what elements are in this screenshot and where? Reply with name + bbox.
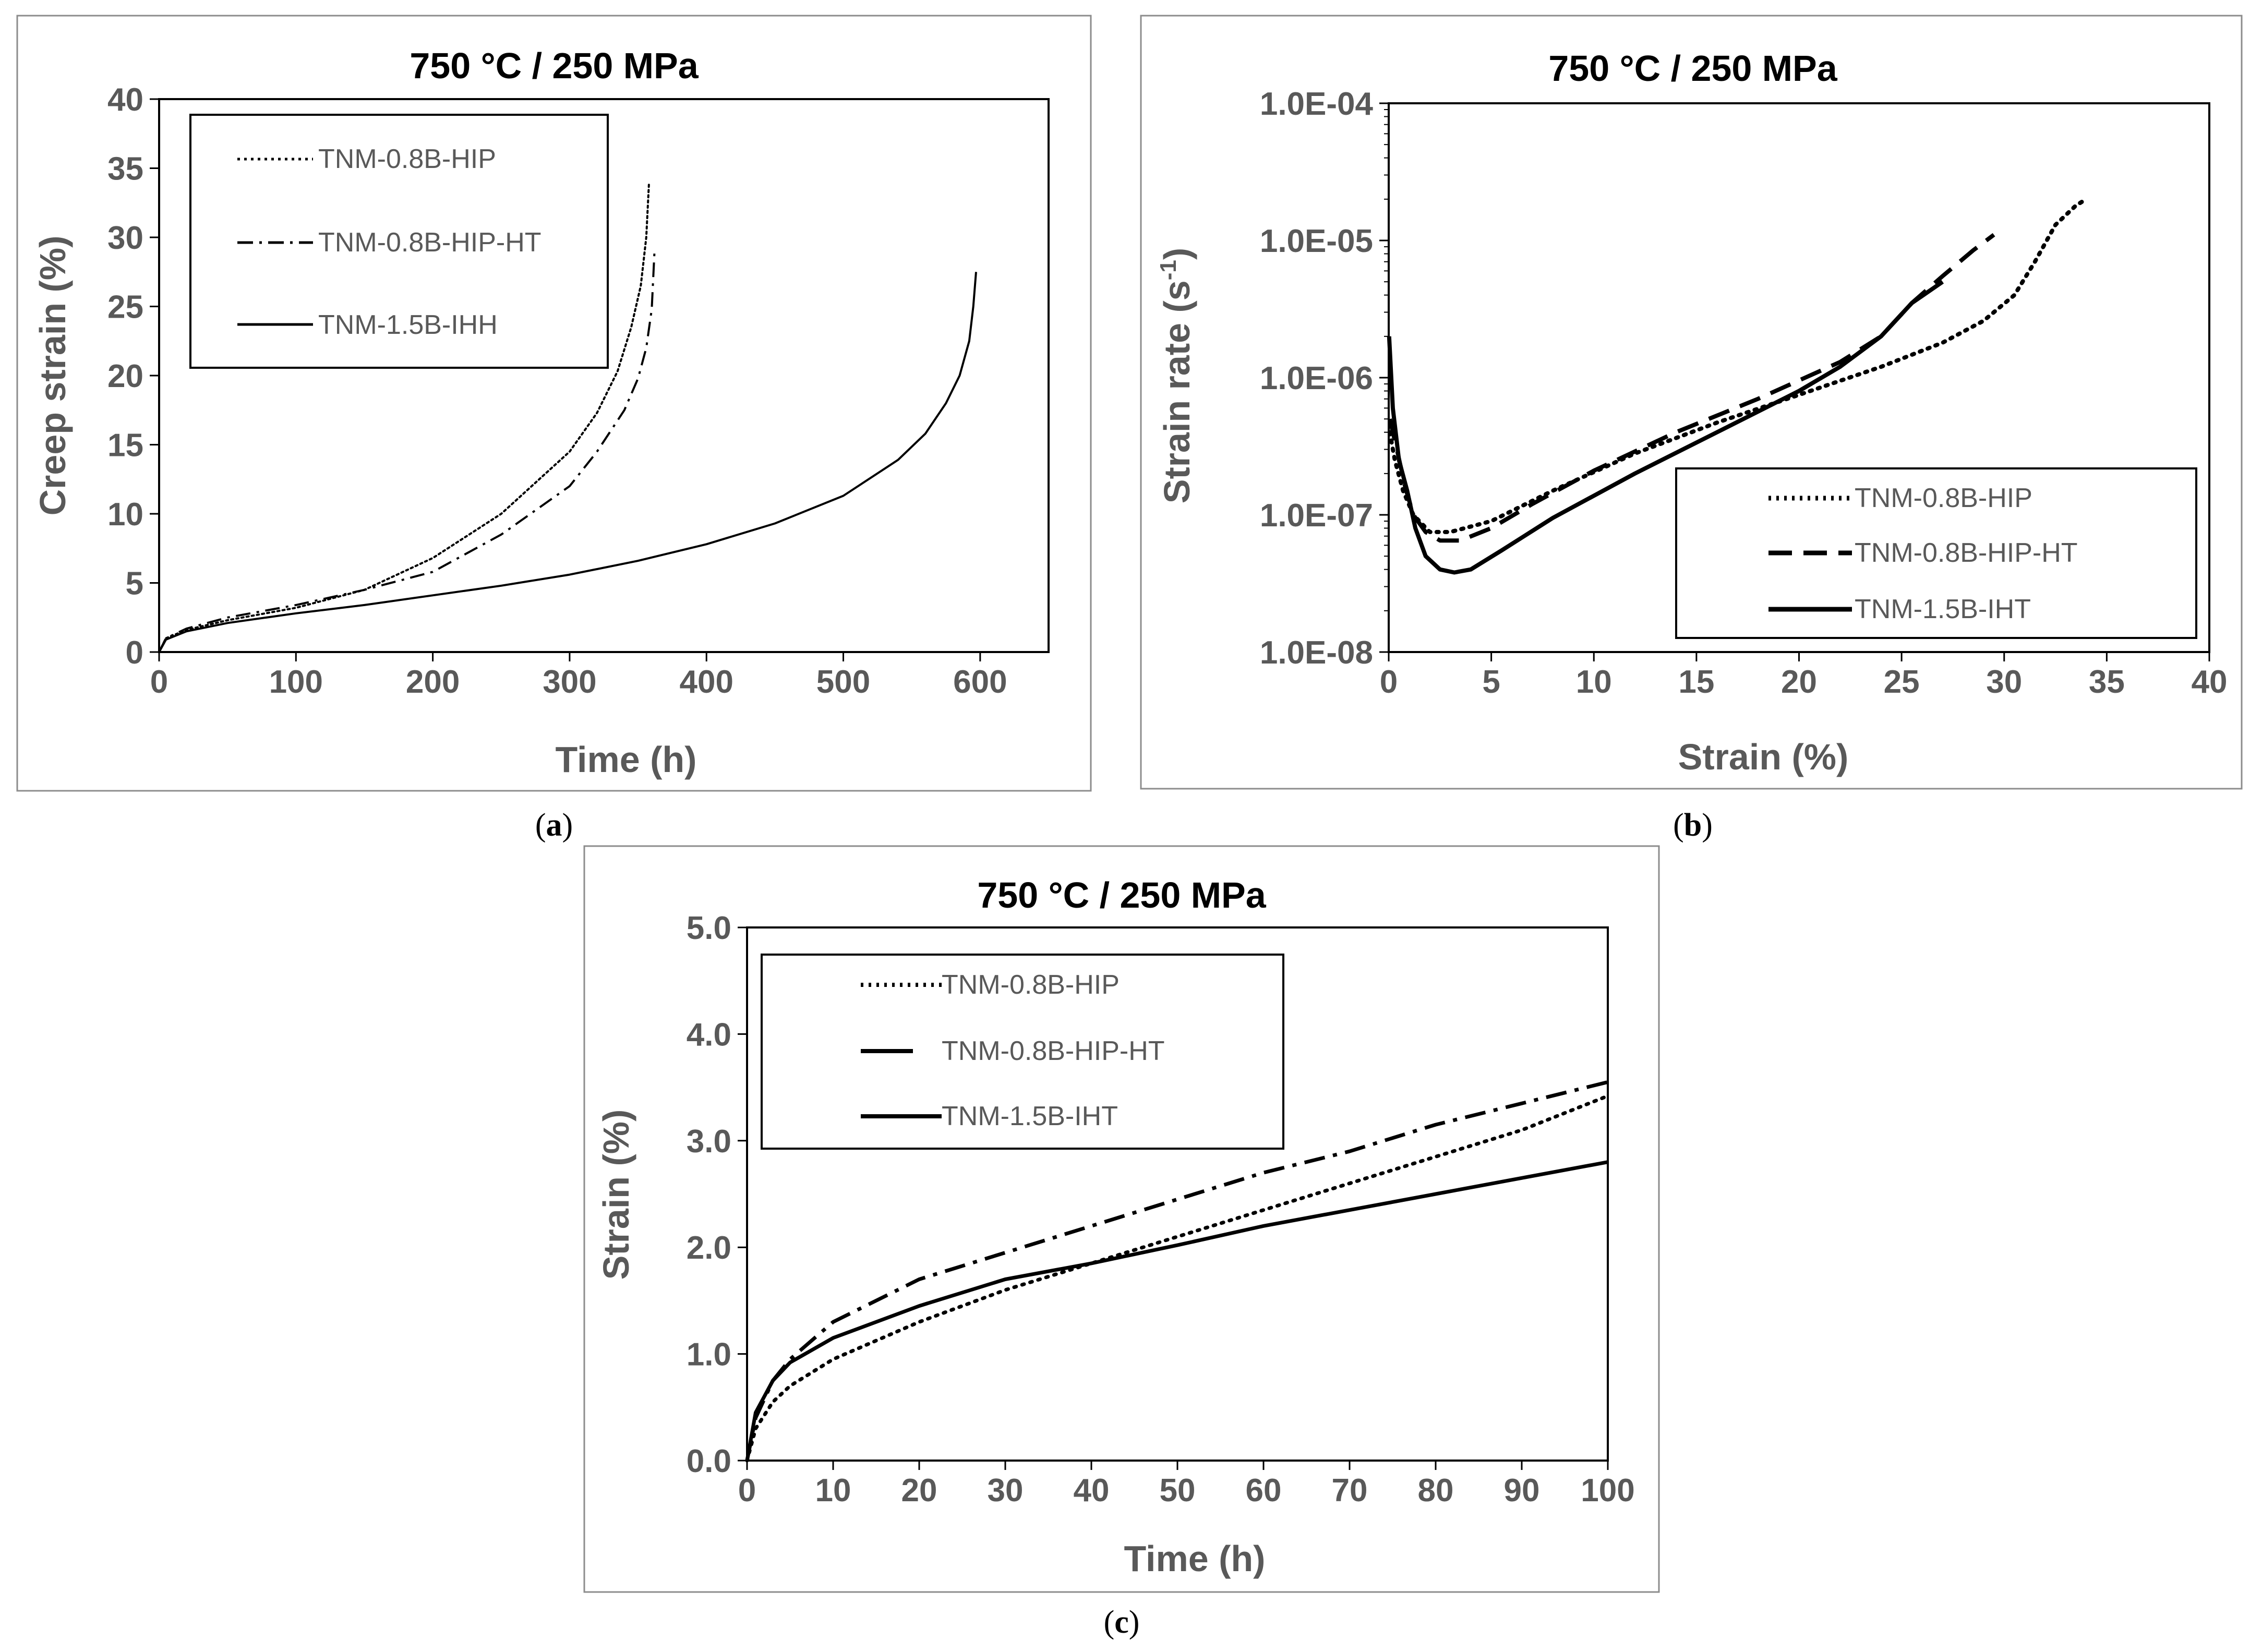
x-tick-label: 0: [738, 1473, 756, 1509]
y-tick-label: 25: [107, 290, 143, 325]
panel-c-x-axis-label: Time (h): [1124, 1538, 1266, 1579]
x-tick-label: 15: [1678, 664, 1714, 700]
x-tick-label: 30: [988, 1473, 1024, 1509]
x-tick-label: 500: [816, 664, 870, 700]
x-tick-label: 70: [1332, 1473, 1368, 1509]
legend-c-label-2: TNM-0.8B-HIP-HT: [942, 1036, 1165, 1066]
panel-c-legend: TNM-0.8B-HIP TNM-0.8B-HIP-HT TNM-1.5B-IH…: [761, 954, 1284, 1150]
x-tick-label: 100: [1581, 1473, 1634, 1509]
legend-c-label-1: TNM-0.8B-HIP: [942, 970, 1120, 1000]
x-tick-label: 200: [406, 664, 460, 700]
legend-c-label-3: TNM-1.5B-IHT: [942, 1101, 1118, 1131]
panel-c-title: 750 °C / 250 MPa: [977, 875, 1266, 915]
x-tick-label: 400: [680, 664, 733, 700]
y-tick-label: 35: [107, 151, 143, 187]
y-tick-label: 5.0: [687, 910, 731, 946]
legend-a-label-2: TNM-0.8B-HIP-HT: [318, 227, 542, 258]
panel-b-caption: (b): [1673, 807, 1713, 843]
panel-b-y-axis-label-sup: -1: [1156, 260, 1181, 280]
legend-b-label-1: TNM-0.8B-HIP: [1855, 483, 2032, 513]
x-tick-label: 60: [1246, 1473, 1282, 1509]
panel-b-y-axis-label-end: ): [1157, 248, 1197, 260]
panel-c-caption-letter: c: [1114, 1605, 1129, 1640]
panel-b: 750 °C / 250 MPa 0 5 10 15 20 25 30 35 40 1.0E-08…: [1140, 15, 2243, 843]
x-tick-label: 90: [1504, 1473, 1540, 1509]
x-tick-label: 600: [953, 664, 1007, 700]
x-tick-label: 100: [269, 664, 323, 700]
legend-a-label-3: TNM-1.5B-IHH: [318, 310, 498, 340]
panel-a-marks: 0 100 200 300 400 500 600 0 5 10 15 20 25 30 35 40: [107, 82, 1007, 700]
series-line-2: [158, 251, 656, 653]
panel-a-x-axis-label: Time (h): [556, 739, 697, 780]
x-tick-label: 30: [1986, 664, 2022, 700]
x-tick-label: 20: [901, 1473, 937, 1509]
y-tick-label: 5: [126, 566, 143, 602]
panel-b-caption-letter: b: [1684, 807, 1702, 843]
x-tick-label: 25: [1884, 664, 1920, 700]
y-tick-label: 1.0E-05: [1260, 223, 1373, 259]
series-line-3: [1387, 280, 1944, 575]
x-tick-label: 10: [815, 1473, 851, 1509]
x-tick-label: 0: [150, 664, 168, 700]
y-tick-label: 1.0E-06: [1260, 360, 1373, 396]
y-tick-label: 1.0: [687, 1337, 731, 1373]
y-tick-label: 15: [107, 428, 143, 464]
x-tick-label: 5: [1482, 664, 1500, 700]
y-tick-label: 10: [107, 497, 143, 533]
x-tick-label: 0: [1380, 664, 1398, 700]
y-tick-label: 1.0E-04: [1260, 86, 1374, 122]
series-line-1: [158, 181, 651, 653]
legend-a-label-1: TNM-0.8B-HIP: [318, 144, 496, 174]
x-tick-label: 300: [543, 664, 596, 700]
x-tick-label: 35: [2089, 664, 2125, 700]
y-tick-label: 30: [107, 220, 143, 256]
x-tick-label: 20: [1781, 664, 1817, 700]
series-line-3: [158, 272, 977, 653]
panel-a-caption: (a): [535, 807, 573, 843]
x-tick-label: 40: [1074, 1473, 1110, 1509]
panel-b-title: 750 °C / 250 MPa: [1548, 48, 1837, 89]
y-tick-label: 2.0: [687, 1230, 731, 1266]
series-line-3: [745, 1160, 1608, 1461]
panel-a-caption-letter: a: [546, 807, 562, 843]
panel-c-marks: 0 10 20 30 40 50 60 70 80 90 100 0.0 1.0 2.0 3.0 4.0 5.0: [687, 910, 1635, 1509]
legend-b-label-3: TNM-1.5B-IHT: [1855, 594, 2031, 624]
x-tick-label: 50: [1160, 1473, 1196, 1509]
y-tick-label: 1.0E-08: [1260, 635, 1373, 671]
y-tick-label: 3.0: [687, 1124, 731, 1160]
panel-a-title: 750 °C / 250 MPa: [410, 45, 699, 86]
panel-a-y-axis-label: Creep strain (%): [32, 236, 73, 516]
panel-b-frame: [1140, 15, 2243, 790]
panel-c: 750 °C / 250 MPa 0 10 20 30 40 50 60 70 80 90 1000…: [583, 845, 1660, 1640]
panel-b-y-axis-label-main: Strain rate (s: [1157, 280, 1197, 503]
panel-b-y-axis-label: Strain rate (s-1): [1156, 248, 1197, 503]
x-tick-label: 80: [1418, 1473, 1454, 1509]
x-tick-label: 10: [1576, 664, 1612, 700]
panel-c-y-axis-label: Strain (%): [596, 1110, 636, 1280]
x-tick-label: 40: [2192, 664, 2228, 700]
y-tick-label: 40: [107, 82, 143, 118]
panel-b-marks: 0 5 10 15 20 25 30 35 40 1.0E-08 1.0E-07 1.0E-06 1.0…: [1260, 86, 2228, 700]
panel-b-legend-frame: [1675, 467, 2197, 639]
panel-b-x-axis-label: Strain (%): [1678, 737, 1849, 777]
panel-b-legend: TNM-0.8B-HIP TNM-0.8B-HIP-HT TNM-1.5B-IH…: [1675, 467, 2197, 639]
panel-c-legend-frame: [761, 954, 1284, 1150]
panel-c-caption: (c): [1104, 1605, 1140, 1640]
y-tick-label: 0: [126, 635, 143, 671]
y-tick-label: 0.0: [687, 1443, 731, 1479]
series-line-1: [745, 1094, 1610, 1463]
panel-a: 750 °C / 250 MPa 0 100 200 300 400 500 600 0 5 10…: [16, 15, 1092, 843]
y-tick-label: 4.0: [687, 1017, 731, 1053]
y-tick-label: 1.0E-07: [1260, 498, 1373, 534]
legend-b-label-2: TNM-0.8B-HIP-HT: [1855, 538, 2078, 568]
y-tick-label: 20: [107, 358, 143, 394]
panel-a-legend: TNM-0.8B-HIP TNM-0.8B-HIP-HT TNM-1.5B-IH…: [189, 114, 609, 369]
